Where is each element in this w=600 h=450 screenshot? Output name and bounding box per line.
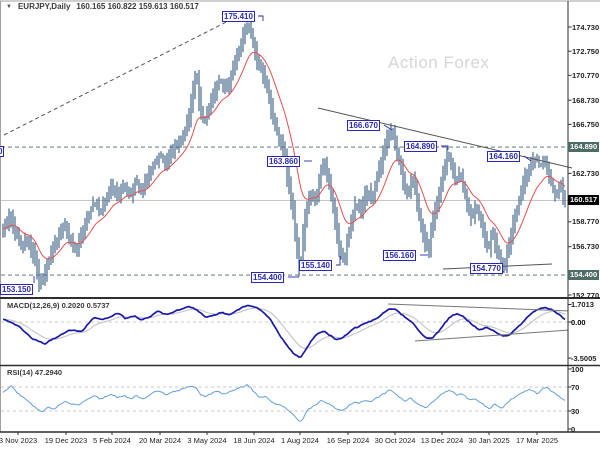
- macd-label: MACD(12,26,9) 0.2020 0.5737: [7, 301, 110, 310]
- annotation-connector: [383, 124, 393, 131]
- rsi-axis-label: 30: [571, 406, 580, 416]
- annotation-connector: [441, 145, 449, 150]
- macd-pane: [1, 303, 570, 358]
- price-annotation[interactable]: 0: [0, 146, 5, 157]
- price-bars: [2, 17, 566, 292]
- price-annotation[interactable]: 164.890: [404, 141, 437, 152]
- level-badge: 164.890: [568, 142, 600, 153]
- price-annotation[interactable]: 153.150: [0, 284, 33, 295]
- date-label: 30 Oct 2024: [374, 436, 416, 445]
- date-label: 3 May 2024: [187, 436, 227, 445]
- date-label: 3 Nov 2023: [0, 436, 38, 445]
- macd-trendline[interactable]: [414, 329, 570, 342]
- price-axis-label: 166.750: [572, 119, 600, 129]
- price-axis-label: 162.730: [572, 168, 600, 178]
- price-annotation[interactable]: 156.160: [383, 250, 416, 261]
- date-label: 18 Jun 2024: [233, 436, 275, 445]
- date-label: 13 Dec 2024: [420, 436, 464, 445]
- price-pane: [1, 17, 568, 292]
- price-annotation[interactable]: 154.400: [251, 272, 284, 283]
- rsi-axis-label: 70: [571, 382, 580, 392]
- price-axis-label: 174.730: [572, 22, 600, 32]
- annotation-connector: [336, 256, 341, 266]
- date-label: 17 Mar 2025: [515, 436, 559, 445]
- date-label: 5 Feb 2024: [93, 436, 131, 445]
- macd-axis-label: -3.5005: [571, 353, 597, 363]
- date-label: 20 Mar 2024: [138, 436, 182, 445]
- price-axis-label: 156.730: [572, 242, 600, 252]
- chart-title: ▼ EURJPY,Daily 160.165 160.822 159.613 1…: [6, 2, 199, 11]
- level-badge: 154.400: [568, 270, 600, 281]
- price-annotation[interactable]: 163.860: [267, 156, 300, 167]
- price-annotation[interactable]: 154.770: [470, 263, 503, 274]
- price-axis-label: 172.750: [572, 46, 600, 56]
- rsi-pane: [1, 383, 568, 422]
- date-label: 1 Aug 2024: [281, 436, 319, 445]
- macd-axis-label: 0.00: [571, 317, 586, 327]
- price-axis-label: 170.770: [572, 70, 600, 80]
- date-label: 30 Jan 2025: [468, 436, 510, 445]
- macd-signal-line: [2, 307, 566, 349]
- price-annotation[interactable]: 175.410: [222, 11, 255, 22]
- falling-trendline[interactable]: [317, 107, 573, 169]
- annotation-connector: [258, 15, 264, 21]
- current-price-badge: 160.517: [568, 195, 600, 206]
- price-annotation[interactable]: 155.140: [299, 260, 332, 271]
- date-label: 19 Dec 2023: [44, 436, 88, 445]
- rising-channel-line[interactable]: [3, 11, 247, 136]
- ohlc-readout: 160.165 160.822 159.613 160.517: [76, 2, 199, 11]
- macd-line: [2, 304, 566, 358]
- watermark: Action Forex: [388, 53, 490, 72]
- price-annotation[interactable]: 164.160: [487, 151, 520, 162]
- symbol-timeframe: EURJPY,Daily: [17, 2, 71, 11]
- price-axis-label: 168.730: [572, 95, 600, 105]
- price-annotation[interactable]: 166.670: [347, 120, 380, 131]
- rsi-label: RSI(14) 47.2940: [7, 368, 63, 377]
- symbol-dropdown-icon[interactable]: ▼: [6, 3, 12, 10]
- annotation-connector: [523, 155, 532, 162]
- rsi-axis-label: 0: [571, 424, 576, 434]
- price-axis-label: 152.770: [572, 290, 600, 300]
- moving-average-line: [2, 51, 566, 260]
- rsi-axis-label: 100: [571, 364, 584, 374]
- macd-axis-label: 1.7013: [571, 299, 594, 309]
- rsi-line: [2, 383, 566, 422]
- date-label: 16 Sep 2024: [326, 436, 370, 445]
- price-axis-label: 158.770: [572, 217, 600, 227]
- macd-trendline[interactable]: [387, 303, 570, 312]
